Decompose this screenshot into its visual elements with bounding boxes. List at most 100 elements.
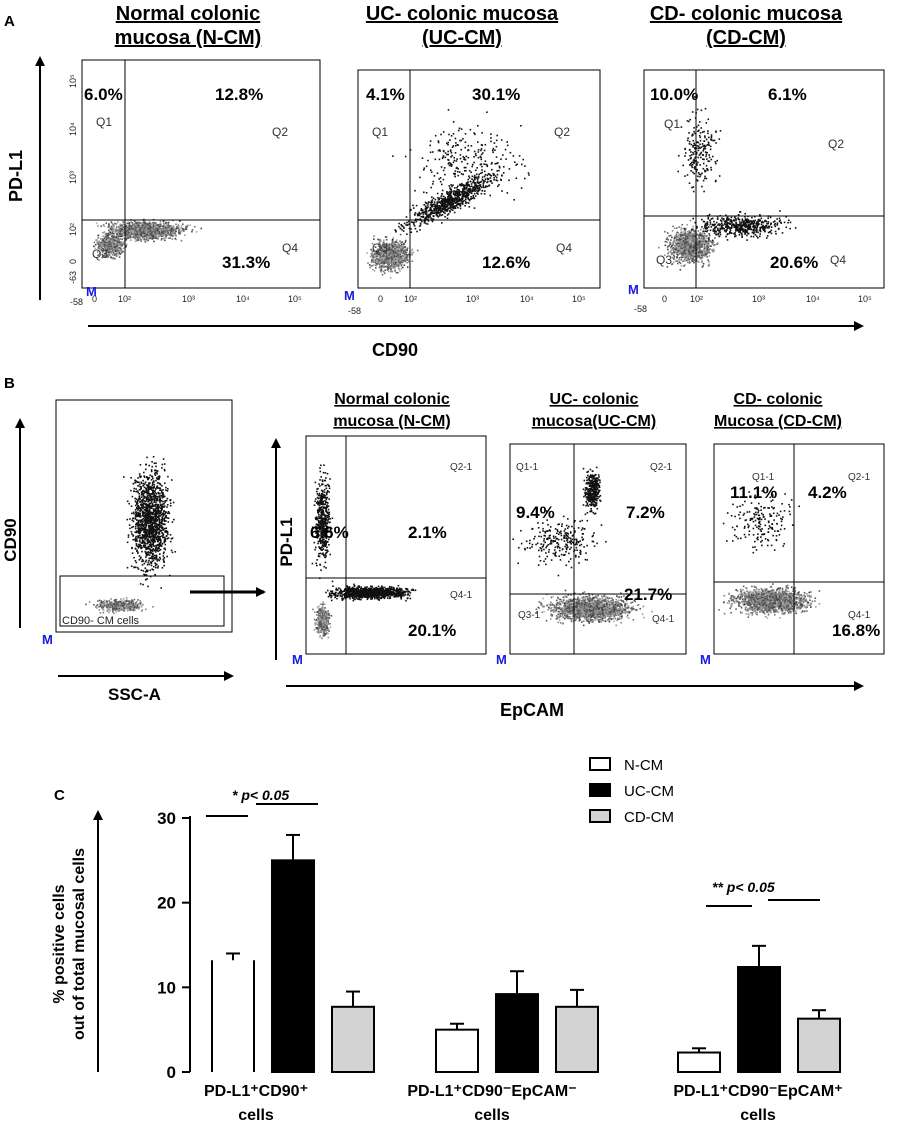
event-dot xyxy=(455,142,457,144)
event-dot xyxy=(114,238,116,241)
event-dot xyxy=(480,149,482,152)
event-dot xyxy=(404,257,406,260)
event-dot xyxy=(104,233,107,236)
event-dot xyxy=(484,160,487,162)
event-dot xyxy=(430,210,433,212)
event-dot xyxy=(459,139,461,142)
event-dot xyxy=(160,223,162,226)
event-dot xyxy=(120,230,122,232)
event-dot xyxy=(165,237,168,239)
event-dot xyxy=(397,255,399,258)
event-dot xyxy=(374,255,376,258)
event-dot xyxy=(681,255,683,257)
event-dot xyxy=(423,211,425,214)
event-dot xyxy=(425,218,427,220)
event-dot xyxy=(678,247,680,249)
event-dot xyxy=(407,220,410,223)
event-dot xyxy=(385,238,388,241)
event-dot xyxy=(702,265,704,267)
event-dot xyxy=(370,265,373,267)
event-dot xyxy=(169,237,172,239)
event-dot xyxy=(415,220,418,223)
event-dot xyxy=(454,137,457,140)
event-dot xyxy=(111,232,113,234)
event-dot xyxy=(125,233,128,235)
event-dot xyxy=(117,251,119,254)
event-dot xyxy=(103,241,106,244)
event-dot xyxy=(429,144,431,147)
event-dot xyxy=(117,245,119,247)
event-dot xyxy=(508,179,510,182)
event-dot xyxy=(140,228,142,231)
event-dot xyxy=(707,259,709,261)
event-dot xyxy=(175,238,177,241)
event-dot xyxy=(527,172,530,174)
event-dot xyxy=(705,241,708,243)
event-dot xyxy=(441,214,444,216)
event-dot xyxy=(477,141,479,143)
event-dot xyxy=(711,243,714,245)
event-dot xyxy=(472,181,474,184)
event-dot xyxy=(691,235,694,238)
event-dot xyxy=(159,229,161,231)
event-dot xyxy=(672,242,675,244)
event-dot xyxy=(138,221,140,224)
event-dot xyxy=(483,175,486,178)
event-dot xyxy=(108,229,110,232)
event-dot xyxy=(112,232,114,234)
event-dot xyxy=(442,202,444,204)
event-dot xyxy=(454,173,456,176)
event-dot xyxy=(103,237,106,240)
event-dot xyxy=(117,232,119,235)
event-dot xyxy=(176,225,178,228)
event-dot xyxy=(112,251,115,254)
event-dot xyxy=(118,242,121,244)
event-dot xyxy=(457,196,460,199)
event-dot xyxy=(448,198,450,200)
event-dot xyxy=(477,151,480,153)
event-dot xyxy=(447,204,449,207)
event-dot xyxy=(154,222,156,224)
event-dot xyxy=(403,250,405,253)
event-dot xyxy=(387,257,389,260)
event-dot xyxy=(432,203,434,206)
event-dot xyxy=(107,240,110,243)
event-dot xyxy=(139,237,142,239)
a1-y-ticks: -63 0 10² 10³ 10⁴ 10⁵ xyxy=(68,74,78,284)
event-dot xyxy=(145,227,148,230)
event-dot xyxy=(98,245,100,248)
event-dot xyxy=(397,251,399,254)
event-dot xyxy=(683,237,686,239)
event-dot xyxy=(459,205,462,207)
event-dot xyxy=(383,270,385,273)
event-dot xyxy=(443,200,445,202)
event-dot xyxy=(129,233,131,236)
event-dot xyxy=(690,236,692,239)
event-dot xyxy=(476,189,478,192)
event-dot xyxy=(466,192,468,195)
event-dot xyxy=(373,253,376,255)
event-dot xyxy=(701,246,703,248)
event-dot xyxy=(431,220,434,223)
event-dot xyxy=(370,255,372,258)
event-dot xyxy=(449,190,451,193)
event-dot xyxy=(500,158,502,160)
event-dot xyxy=(675,249,677,252)
event-dot xyxy=(394,241,396,244)
event-dot xyxy=(672,247,674,249)
event-dot xyxy=(447,158,449,161)
event-dot xyxy=(154,236,156,239)
event-dot xyxy=(124,227,127,230)
event-dot xyxy=(171,227,173,230)
event-dot xyxy=(404,241,407,244)
event-dot xyxy=(379,243,382,245)
event-dot xyxy=(142,219,145,222)
event-dot xyxy=(163,237,165,240)
event-dot xyxy=(161,230,163,232)
event-dot xyxy=(428,209,430,212)
event-dot xyxy=(386,261,389,263)
event-dot xyxy=(151,228,153,231)
event-dot xyxy=(688,258,691,261)
event-dot xyxy=(429,169,432,171)
event-dot xyxy=(693,233,695,236)
